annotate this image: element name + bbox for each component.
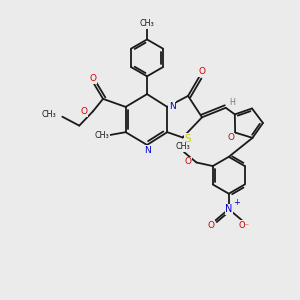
Text: O: O [207, 221, 214, 230]
Text: N: N [144, 146, 150, 154]
Text: O: O [199, 67, 206, 76]
Text: O: O [89, 74, 96, 83]
Text: CH₃: CH₃ [41, 110, 56, 119]
Text: +: + [233, 198, 240, 207]
Text: H: H [230, 98, 235, 107]
Text: N: N [225, 204, 232, 214]
Text: O: O [227, 134, 235, 142]
Text: O⁻: O⁻ [238, 221, 249, 230]
Text: CH₃: CH₃ [94, 130, 109, 140]
Text: S: S [185, 134, 191, 144]
Text: CH₃: CH₃ [140, 20, 154, 28]
Text: N: N [169, 102, 176, 111]
Text: O: O [184, 158, 191, 166]
Text: CH₃: CH₃ [175, 142, 190, 151]
Text: O: O [81, 107, 88, 116]
